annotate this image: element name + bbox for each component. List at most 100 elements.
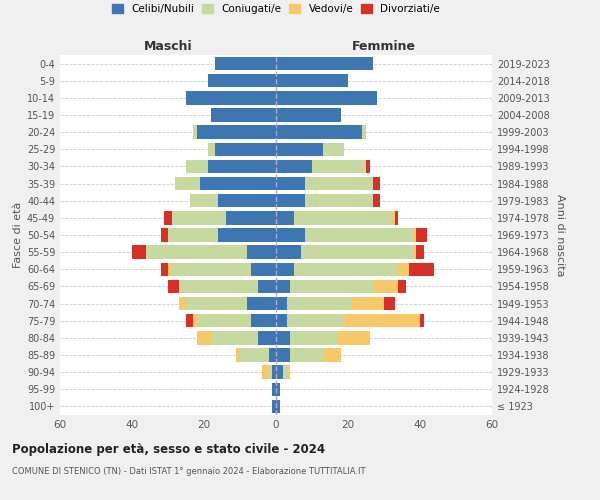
- Bar: [373, 194, 380, 207]
- Bar: [409, 262, 434, 276]
- Bar: [276, 91, 377, 104]
- Bar: [272, 382, 276, 396]
- Text: Popolazione per età, sesso e stato civile - 2024: Popolazione per età, sesso e stato civil…: [12, 442, 325, 456]
- Bar: [312, 160, 366, 173]
- Bar: [269, 348, 276, 362]
- Bar: [290, 331, 337, 344]
- Bar: [272, 400, 276, 413]
- Bar: [305, 177, 373, 190]
- Text: Femmine: Femmine: [352, 40, 416, 54]
- Bar: [193, 126, 197, 139]
- Bar: [208, 142, 215, 156]
- Bar: [132, 246, 146, 259]
- Bar: [294, 262, 398, 276]
- Bar: [197, 126, 276, 139]
- Bar: [258, 331, 276, 344]
- Bar: [164, 211, 172, 224]
- Bar: [168, 280, 179, 293]
- Bar: [186, 297, 247, 310]
- Legend: Celibi/Nubili, Coniugati/e, Vedovi/e, Divorziati/e: Celibi/Nubili, Coniugati/e, Vedovi/e, Di…: [112, 4, 440, 15]
- Bar: [211, 331, 258, 344]
- Bar: [416, 228, 427, 241]
- Bar: [413, 246, 416, 259]
- Bar: [200, 177, 276, 190]
- Bar: [276, 211, 294, 224]
- Bar: [352, 297, 384, 310]
- Bar: [276, 57, 373, 70]
- Bar: [276, 194, 305, 207]
- Bar: [247, 246, 276, 259]
- Bar: [172, 262, 251, 276]
- Bar: [190, 194, 218, 207]
- Bar: [269, 366, 272, 379]
- Bar: [290, 348, 323, 362]
- Bar: [287, 314, 344, 328]
- Bar: [287, 366, 290, 379]
- Bar: [186, 314, 193, 328]
- Bar: [262, 366, 269, 379]
- Bar: [215, 142, 276, 156]
- Bar: [186, 91, 276, 104]
- Bar: [161, 228, 168, 241]
- Y-axis label: Anni di nascita: Anni di nascita: [555, 194, 565, 276]
- Bar: [218, 228, 276, 241]
- Bar: [276, 280, 290, 293]
- Bar: [179, 280, 258, 293]
- Bar: [305, 228, 413, 241]
- Bar: [276, 177, 305, 190]
- Bar: [179, 297, 186, 310]
- Y-axis label: Fasce di età: Fasce di età: [13, 202, 23, 268]
- Bar: [373, 280, 398, 293]
- Bar: [175, 177, 200, 190]
- Bar: [294, 211, 391, 224]
- Bar: [344, 314, 420, 328]
- Bar: [276, 297, 287, 310]
- Bar: [215, 57, 276, 70]
- Bar: [208, 74, 276, 88]
- Bar: [276, 262, 294, 276]
- Bar: [276, 314, 287, 328]
- Bar: [276, 160, 312, 173]
- Bar: [211, 108, 276, 122]
- Bar: [186, 160, 208, 173]
- Bar: [208, 160, 276, 173]
- Bar: [305, 194, 373, 207]
- Bar: [366, 160, 370, 173]
- Bar: [276, 246, 301, 259]
- Bar: [172, 211, 226, 224]
- Bar: [276, 382, 280, 396]
- Bar: [287, 297, 352, 310]
- Text: COMUNE DI STENICO (TN) - Dati ISTAT 1° gennaio 2024 - Elaborazione TUTTITALIA.IT: COMUNE DI STENICO (TN) - Dati ISTAT 1° g…: [12, 468, 365, 476]
- Bar: [168, 228, 218, 241]
- Bar: [258, 280, 276, 293]
- Bar: [251, 262, 276, 276]
- Text: Maschi: Maschi: [143, 40, 193, 54]
- Bar: [276, 74, 348, 88]
- Bar: [362, 126, 366, 139]
- Bar: [391, 211, 395, 224]
- Bar: [197, 314, 251, 328]
- Bar: [283, 366, 287, 379]
- Bar: [276, 400, 280, 413]
- Bar: [218, 194, 276, 207]
- Bar: [416, 246, 424, 259]
- Bar: [161, 262, 168, 276]
- Bar: [276, 348, 290, 362]
- Bar: [395, 211, 398, 224]
- Bar: [373, 177, 380, 190]
- Bar: [398, 262, 409, 276]
- Bar: [276, 108, 341, 122]
- Bar: [420, 314, 424, 328]
- Bar: [240, 348, 269, 362]
- Bar: [226, 211, 276, 224]
- Bar: [272, 366, 276, 379]
- Bar: [276, 366, 283, 379]
- Bar: [384, 297, 395, 310]
- Bar: [398, 280, 406, 293]
- Bar: [276, 331, 290, 344]
- Bar: [168, 262, 172, 276]
- Bar: [337, 331, 370, 344]
- Bar: [247, 297, 276, 310]
- Bar: [276, 126, 362, 139]
- Bar: [193, 314, 197, 328]
